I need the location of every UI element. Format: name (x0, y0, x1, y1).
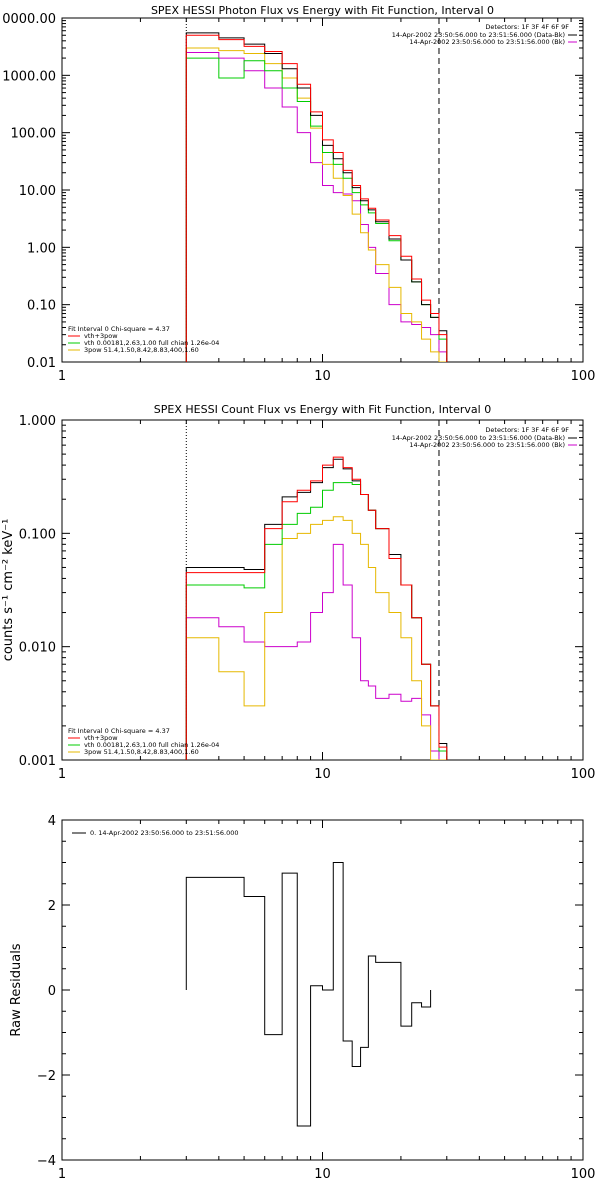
y-tick-label: 2 (48, 899, 56, 914)
legend-detectors: Detectors: 1F 3F 4F 6F 9F (485, 23, 569, 31)
y-tick-label: 0.10 (27, 299, 56, 314)
chart-1: SPEX HESSI Count Flux vs Energy with Fit… (1, 403, 595, 782)
x-tick-label: 1 (58, 369, 66, 384)
legend-entry: 14-Apr-2002 23:50:56.000 to 23:51:56.000… (409, 441, 565, 449)
legend-fit-header: Fit Interval 0 Chi-square = 4.37 (68, 727, 170, 735)
legend-entry: 0. 14-Apr-2002 23:50:56.000 to 23:51:56.… (90, 829, 239, 837)
legend-entry: 3pow 51.4,1.50,8.42,8.83,400,1.60 (84, 346, 199, 354)
x-tick-label: 10 (314, 369, 331, 384)
chart-0: SPEX HESSI Photon Flux vs Energy with Fi… (2, 4, 595, 384)
x-tick-label: 100 (571, 767, 596, 782)
y-tick-label: 0 (48, 984, 56, 999)
y-tick-label: 0.010 (19, 641, 56, 656)
chart-2: 1 10 100 −4 −2 0 2 4 Raw Residuals 0. 14-Apr-2002… (9, 814, 595, 1182)
series-total (185, 456, 448, 760)
y-tick-label: 100.00 (11, 127, 57, 142)
series-thermal (185, 57, 448, 362)
y-tick-label: 1.00 (27, 241, 56, 256)
legend-entry: vth 0.00181,2.63,1.00 full chian 1.26e-0… (84, 741, 219, 749)
series-power-law (185, 47, 447, 362)
y-tick-label: 1.000 (19, 414, 56, 429)
y-tick-label: 0.100 (19, 527, 56, 542)
y-tick-label: −2 (37, 1069, 56, 1084)
x-tick-label: 10 (314, 767, 331, 782)
y-tick-label: −4 (37, 1154, 56, 1169)
y-tick-label: 0.001 (19, 754, 56, 769)
legend-entry: vth+3pow (84, 734, 118, 742)
legend-entry: vth 0.00181,2.63,1.00 full chian 1.26e-0… (84, 339, 219, 347)
legend-entry: 14-Apr-2002 23:50:56.000 to 23:51:56.000… (409, 38, 565, 46)
series-total (185, 34, 448, 362)
y-tick-label: 1000.00 (2, 69, 56, 84)
legend-fit-header: Fit Interval 0 Chi-square = 4.37 (68, 325, 170, 333)
series-data (185, 458, 448, 760)
legend-entry: 14-Apr-2002 23:50:56.000 to 23:51:56.000… (392, 434, 565, 442)
y-tick-label: 4 (48, 814, 56, 829)
legend-entry: 14-Apr-2002 23:50:56.000 to 23:51:56.000… (392, 31, 565, 39)
y-axis-label: counts s⁻¹ cm⁻² keV⁻¹ (1, 519, 16, 662)
y-axis-label: Raw Residuals (9, 943, 24, 1036)
y-tick-label: 10.00 (19, 184, 56, 199)
legend-entry: vth+3pow (84, 332, 118, 340)
y-tick-label: 0000.00 (2, 12, 56, 27)
x-tick-label: 1 (58, 1167, 66, 1182)
series-power-law (185, 516, 447, 760)
x-tick-label: 1 (58, 767, 66, 782)
series-background (185, 543, 447, 760)
plot-frame (61, 17, 584, 363)
y-tick-label: 0.01 (27, 356, 56, 371)
legend-detectors: Detectors: 1F 3F 4F 6F 9F (485, 426, 569, 434)
series-data (185, 32, 448, 362)
series-background (185, 52, 448, 362)
x-tick-label: 10 (314, 1167, 331, 1182)
x-tick-label: 100 (571, 369, 596, 384)
chart-title: SPEX HESSI Photon Flux vs Energy with Fi… (151, 4, 494, 17)
legend-entry: 3pow 51.4,1.50,8.42,8.83,400,1.60 (84, 748, 199, 756)
x-tick-label: 100 (571, 1167, 596, 1182)
series-data (185, 862, 432, 1127)
chart-title: SPEX HESSI Count Flux vs Energy with Fit… (154, 403, 491, 416)
